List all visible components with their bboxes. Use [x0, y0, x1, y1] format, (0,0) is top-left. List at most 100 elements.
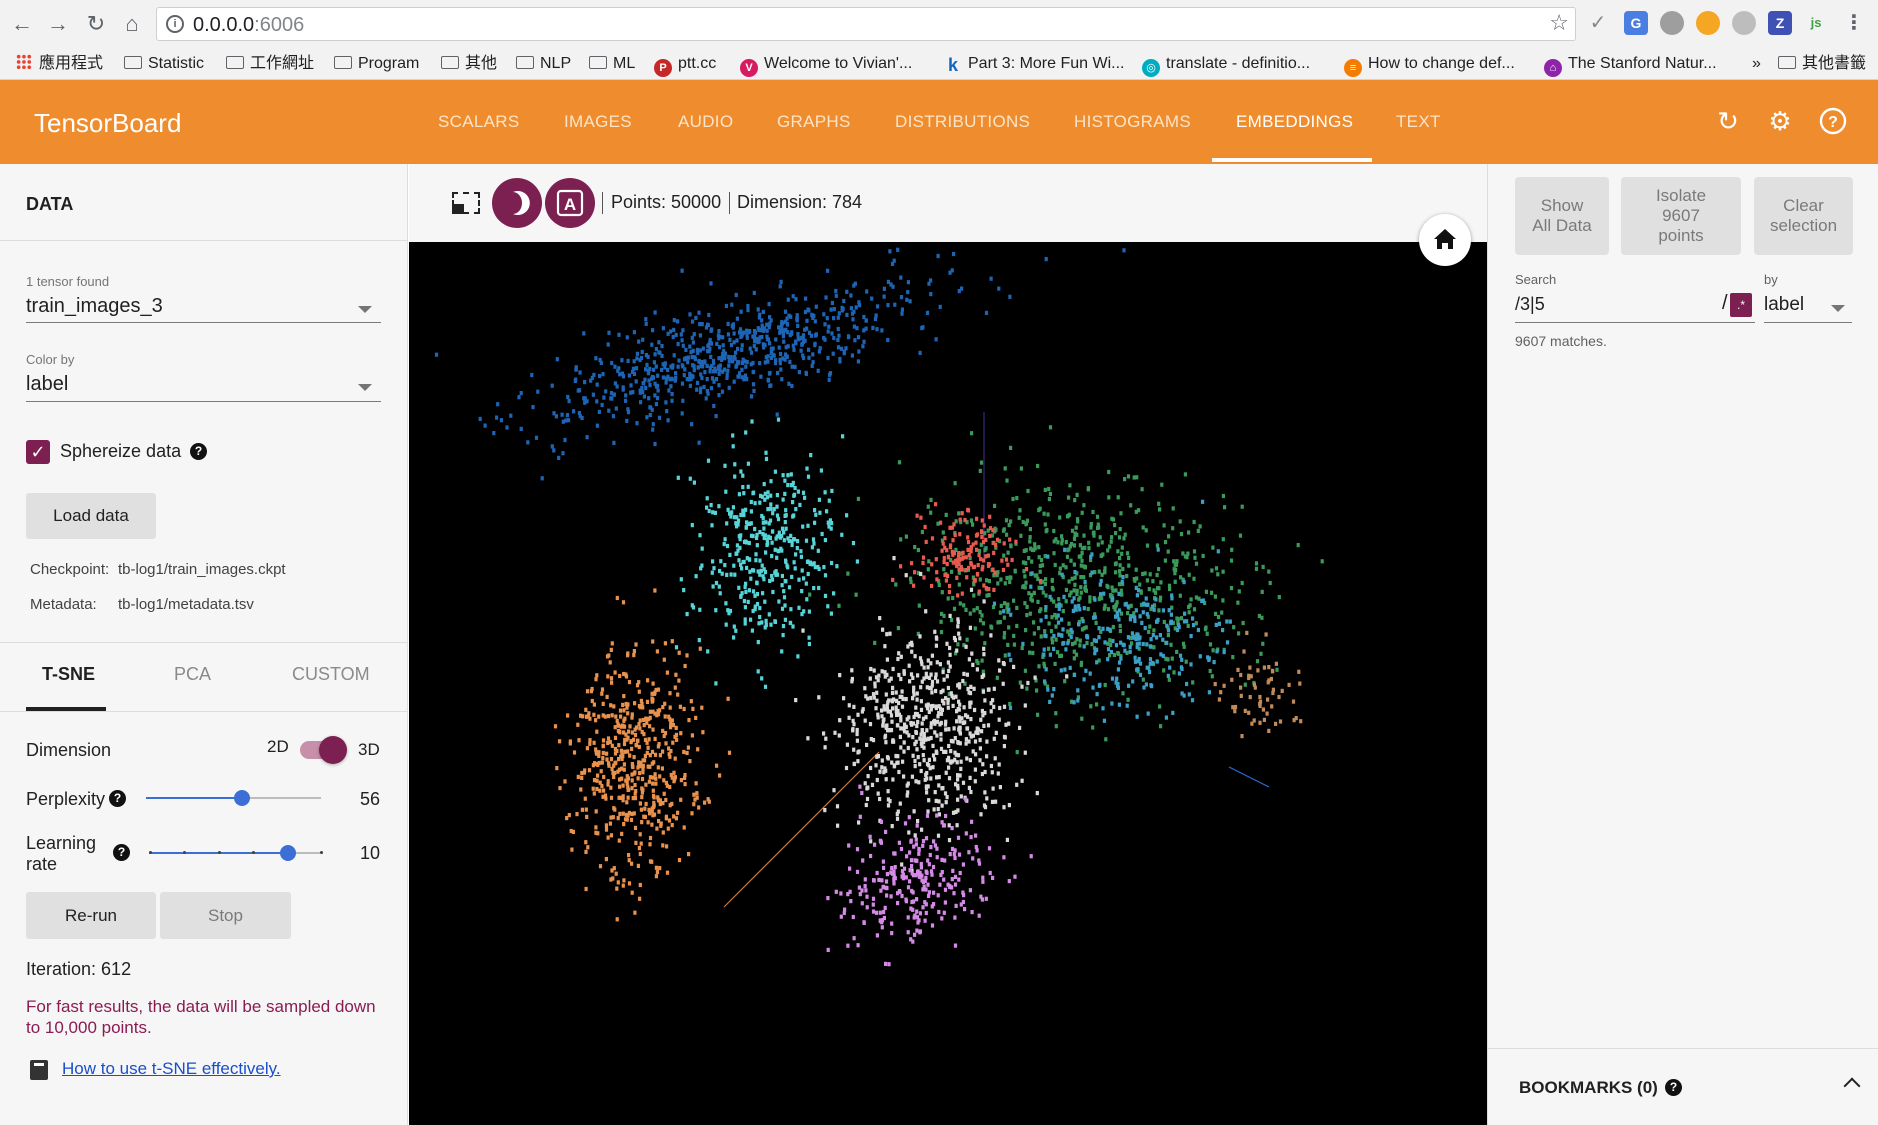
chevron-down-icon[interactable] [1831, 305, 1845, 312]
k-favicon: k [947, 55, 958, 75]
embedding-point [885, 872, 889, 877]
info-icon[interactable]: i [166, 15, 184, 33]
bookmarks-overflow-button[interactable]: » [1752, 55, 1761, 72]
tensor-select[interactable]: train_images_3 [26, 295, 163, 317]
back-icon[interactable]: ← [11, 11, 33, 36]
dimension-label: Dimension [26, 740, 112, 760]
tsne-help-link[interactable]: How to use t-SNE effectively. [62, 1059, 281, 1078]
bookmark-folder[interactable]: 其他 [441, 52, 497, 76]
bookmarks-header[interactable]: BOOKMARKS (0) [1519, 1078, 1658, 1097]
bookmark-how-to-change[interactable]: ≡ How to change def... [1344, 52, 1515, 77]
bookmarks-help-icon[interactable]: ? [1665, 1079, 1682, 1096]
reload-icon[interactable]: ↻ [86, 11, 106, 36]
chat-extension-icon[interactable] [1660, 11, 1684, 35]
js-extension-icon[interactable]: js [1810, 15, 1822, 30]
embedding-point [1208, 668, 1212, 674]
perplexity-help-icon[interactable]: ? [109, 790, 126, 807]
embedding-point [916, 755, 920, 760]
embedding-canvas[interactable] [409, 242, 1487, 1125]
home-icon[interactable]: ⌂ [125, 11, 139, 36]
label-3d-button[interactable]: A [545, 178, 595, 228]
stop-button[interactable]: Stop [160, 892, 291, 939]
embedding-point [745, 360, 749, 365]
bookmark-translate[interactable]: ◎ translate - definitio... [1142, 52, 1310, 77]
chevron-down-icon[interactable] [358, 306, 372, 313]
tab-embeddings[interactable]: EMBEDDINGS [1236, 112, 1354, 131]
night-mode-button[interactable] [492, 178, 542, 228]
tab-graphs[interactable]: GRAPHS [777, 112, 851, 131]
embedding-point [946, 554, 951, 559]
learning-rate-slider-knob[interactable] [280, 845, 296, 861]
bookmark-vivian[interactable]: V Welcome to Vivian'... [740, 52, 912, 77]
url-text[interactable]: 0.0.0.0:6006 [193, 14, 305, 36]
embedding-point [626, 711, 630, 716]
embedding-point [869, 666, 873, 672]
translate-extension-icon[interactable]: G [1624, 11, 1648, 35]
clear-selection-button[interactable]: Clear selection [1754, 177, 1853, 255]
show-all-data-button[interactable]: Show All Data [1515, 177, 1609, 255]
settings-icon[interactable]: ⚙ [1768, 106, 1792, 136]
tab-text[interactable]: TEXT [1396, 112, 1441, 131]
sphereize-checkbox[interactable]: ✓ [26, 440, 50, 464]
bookmark-folder[interactable]: 工作網址 [226, 52, 314, 76]
regex-toggle-button[interactable]: .* [1730, 293, 1752, 317]
reset-view-button[interactable] [1419, 214, 1471, 266]
chevron-down-icon[interactable] [358, 384, 372, 391]
bookmark-other[interactable]: 其他書籤 [1778, 52, 1866, 76]
bookmark-folder[interactable]: Program [334, 52, 419, 76]
embedding-point [880, 925, 884, 930]
embedding-point [1148, 624, 1152, 629]
tab-histograms[interactable]: HISTOGRAMS [1074, 112, 1191, 131]
dimension-toggle-knob[interactable] [319, 736, 347, 764]
bookmark-star-icon[interactable]: ☆ [1549, 10, 1569, 35]
bookmark-part3[interactable]: k Part 3: More Fun Wi... [944, 52, 1125, 76]
perplexity-slider-knob[interactable] [234, 790, 250, 806]
embedding-point [768, 578, 772, 583]
tab-tsne[interactable]: T-SNE [42, 664, 96, 684]
cloud-extension-icon[interactable] [1732, 11, 1756, 35]
embedding-point [807, 609, 811, 614]
bounding-box-select-icon[interactable] [452, 192, 480, 214]
chevron-up-icon[interactable] [1843, 1077, 1861, 1095]
tab-audio[interactable]: AUDIO [678, 112, 734, 131]
tab-custom[interactable]: CUSTOM [292, 664, 370, 684]
color-by-select[interactable]: label [26, 373, 69, 395]
embedding-point [761, 591, 765, 596]
rerun-button[interactable]: Re-run [26, 892, 156, 939]
check-extension-icon[interactable]: ✓ [1589, 12, 1607, 34]
embedding-point [975, 667, 979, 672]
embedding-point [706, 322, 710, 327]
tab-images[interactable]: IMAGES [564, 112, 632, 131]
bookmark-folder[interactable]: Statistic [124, 52, 204, 76]
iteration-count: Iteration: 612 [26, 959, 132, 979]
bookmark-apps[interactable]: 應用程式 [16, 52, 103, 76]
bookmark-folder[interactable]: ML [589, 52, 635, 76]
load-data-button[interactable]: Load data [26, 493, 156, 539]
search-by-select[interactable]: label [1764, 294, 1805, 315]
refresh-icon[interactable]: ↻ [1717, 106, 1739, 136]
help-icon[interactable]: ? [1818, 106, 1848, 136]
forward-icon[interactable]: → [47, 11, 69, 36]
sphereize-help-icon[interactable]: ? [190, 443, 207, 460]
tab-scalars[interactable]: SCALARS [438, 112, 520, 131]
embedding-point [985, 593, 989, 598]
embedding-point [1002, 553, 1006, 558]
learning-rate-help-icon[interactable]: ? [113, 844, 130, 861]
embedding-point [1128, 636, 1133, 641]
tab-distributions[interactable]: DISTRIBUTIONS [895, 112, 1031, 131]
z-extension-icon[interactable]: Z [1768, 11, 1792, 35]
embedding-point [690, 733, 694, 738]
embedding-point [674, 375, 678, 381]
embedding-point [751, 608, 755, 614]
tab-pca[interactable]: PCA [174, 664, 212, 684]
menu-kebab-icon[interactable]: ⋮ [1844, 12, 1864, 34]
bookmark-folder[interactable]: NLP [516, 52, 571, 76]
fox-extension-icon[interactable] [1696, 11, 1720, 35]
bookmark-stanford-nlp[interactable]: ⌂ The Stanford Natur... [1544, 52, 1717, 77]
search-input[interactable]: /3|5 [1515, 294, 1545, 314]
address-bar[interactable]: i 0.0.0.0:6006 ☆ [156, 7, 1576, 41]
isolate-points-button[interactable]: Isolate 9607 points [1621, 177, 1741, 255]
embedding-scatter[interactable] [409, 242, 1487, 1125]
embedding-point [819, 468, 823, 473]
